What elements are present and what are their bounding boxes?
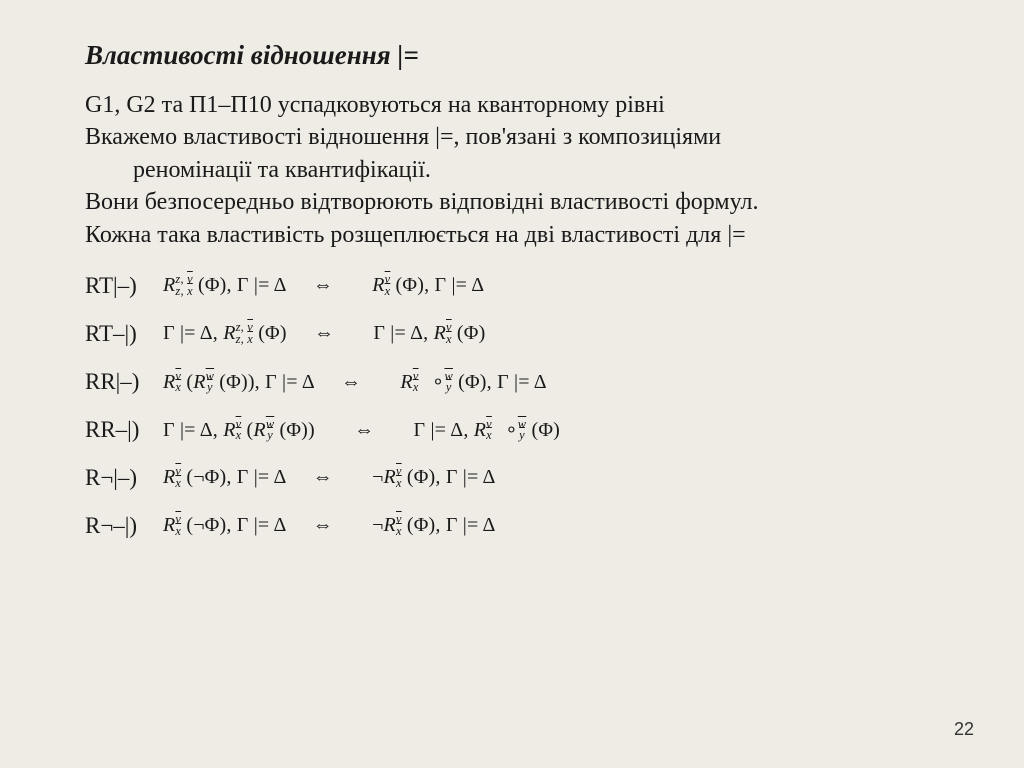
rule-formula: Γ |= Δ, Rz, vz, x (Φ) ⇔ Γ |= Δ, Rvx (Φ) [163,322,485,345]
rule-rr-right: RR–|) Γ |= Δ, Rvx (Rwy (Φ)) ⇔ Γ |= Δ, Rv… [85,417,939,443]
rule-formula: Rvx (Rwy (Φ)), Γ |= Δ ⇔ Rvx ∘wy (Φ), Γ |… [163,369,547,394]
page-title: Властивості відношення |= [85,40,939,71]
rule-rnot-right: R¬–|) Rvx (¬Φ), Γ |= Δ ⇔ ¬Rvx (Φ), Γ |= … [85,513,939,539]
rule-formula: Rz, vz, x (Φ), Γ |= Δ ⇔ Rvx (Φ), Γ |= Δ [163,274,484,297]
rule-label: R¬–|) [85,513,163,539]
paragraph-4: Кожна така властивість розщеплюється на … [85,219,939,251]
rule-label: R¬|–) [85,465,163,491]
rule-rt-right: RT–|) Γ |= Δ, Rz, vz, x (Φ) ⇔ Γ |= Δ, Rv… [85,321,939,347]
paragraph-2b: реномінації та квантифікації. [85,154,939,186]
paragraph-1: G1, G2 та П1–П10 успадковуються на квант… [85,89,939,121]
rule-formula: Γ |= Δ, Rvx (Rwy (Φ)) ⇔ Γ |= Δ, Rvx ∘wy … [163,417,560,442]
rule-label: RT–|) [85,321,163,347]
rules-block: RT|–) Rz, vz, x (Φ), Γ |= Δ ⇔ Rvx (Φ), Γ… [85,273,939,539]
rule-formula: Rvx (¬Φ), Γ |= Δ ⇔ ¬Rvx (Φ), Γ |= Δ [163,466,496,489]
rule-label: RT|–) [85,273,163,299]
rule-rnot-left: R¬|–) Rvx (¬Φ), Γ |= Δ ⇔ ¬Rvx (Φ), Γ |= … [85,465,939,491]
rule-rt-left: RT|–) Rz, vz, x (Φ), Γ |= Δ ⇔ Rvx (Φ), Γ… [85,273,939,299]
rule-formula: Rvx (¬Φ), Γ |= Δ ⇔ ¬Rvx (Φ), Γ |= Δ [163,514,496,537]
paragraph-2a: Вкажемо властивості відношення |=, пов'я… [85,121,939,153]
page-number: 22 [954,719,974,740]
rule-rr-left: RR|–) Rvx (Rwy (Φ)), Γ |= Δ ⇔ Rvx ∘wy (Φ… [85,369,939,395]
rule-label: RR|–) [85,369,163,395]
rule-label: RR–|) [85,417,163,443]
paragraph-3: Вони безпосередньо відтворюють відповідн… [85,186,939,218]
